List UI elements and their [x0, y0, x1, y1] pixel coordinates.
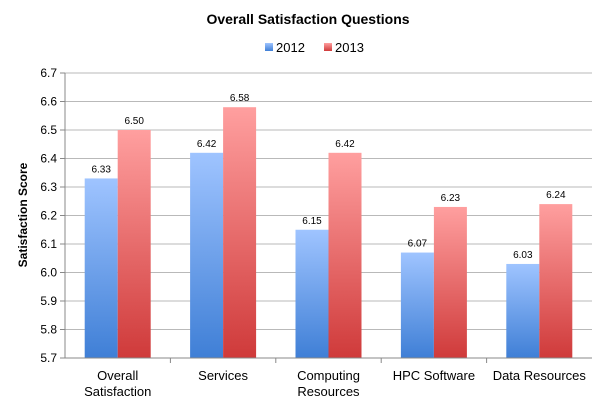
legend: 2012 2013 — [265, 40, 364, 55]
bar-2012-0 — [84, 178, 118, 358]
y-tick-label: 6.5 — [40, 123, 57, 137]
y-tick-label: 6.0 — [40, 266, 57, 280]
legend-swatch-2012 — [265, 43, 273, 51]
y-tick-label: 6.4 — [40, 152, 57, 166]
y-tick-label: 6.2 — [40, 209, 57, 223]
y-tick-label: 6.1 — [40, 237, 57, 251]
y-axis-ticks: 5.7 5.8 5.9 6.0 6.1 6.2 6.3 6.4 6.5 6.6 6.7 — [40, 66, 592, 365]
legend-swatch-2013 — [324, 43, 332, 51]
bar-value-label: 6.24 — [546, 190, 566, 201]
x-category-label: Data Resources — [493, 368, 587, 383]
bar-2012-4 — [506, 263, 540, 358]
bar-value-label: 6.58 — [230, 93, 250, 104]
x-category-label: Overall Satisfaction — [84, 368, 151, 399]
legend-label-2012: 2012 — [276, 40, 305, 55]
bar-2013-1 — [223, 107, 257, 358]
y-tick-label: 5.8 — [40, 323, 57, 337]
bar-2013-3 — [433, 206, 467, 358]
bar-value-label: 6.33 — [91, 164, 111, 175]
bar-2013-4 — [539, 204, 573, 358]
bar-2012-2 — [295, 229, 329, 358]
bar-2013-2 — [328, 152, 362, 358]
y-tick-label: 5.9 — [40, 294, 57, 308]
y-tick-label: 5.7 — [40, 351, 57, 365]
x-category-label: Computing Resources — [297, 368, 360, 399]
bar-value-label: 6.15 — [302, 216, 322, 227]
bar-value-label: 6.42 — [197, 139, 217, 150]
bar-value-label: 6.03 — [513, 250, 533, 261]
x-category-label: HPC Software — [393, 368, 475, 383]
bar-2013-0 — [117, 130, 151, 358]
chart-title: Overall Satisfaction Questions — [206, 11, 409, 27]
bar-value-label: 6.42 — [335, 139, 355, 150]
y-tick-label: 6.6 — [40, 95, 57, 109]
bar-value-label: 6.23 — [441, 193, 461, 204]
x-category-label: Services — [198, 368, 248, 383]
y-tick-label: 6.3 — [40, 180, 57, 194]
y-tick-label: 6.7 — [40, 66, 57, 80]
x-axis-categories: Overall Satisfaction Services Computing Reso… — [84, 358, 586, 399]
bar-value-label: 6.07 — [408, 239, 428, 250]
bars — [84, 107, 573, 358]
value-labels: 6.33 6.50 6.42 6.58 6.15 6.42 6.07 6.23 6.03 6.24 — [91, 93, 566, 261]
legend-label-2013: 2013 — [335, 40, 364, 55]
bar-2012-1 — [190, 152, 224, 358]
bar-value-label: 6.50 — [124, 116, 144, 127]
y-axis-label: Satisfaction Score — [16, 162, 30, 267]
bar-2012-3 — [400, 252, 434, 358]
